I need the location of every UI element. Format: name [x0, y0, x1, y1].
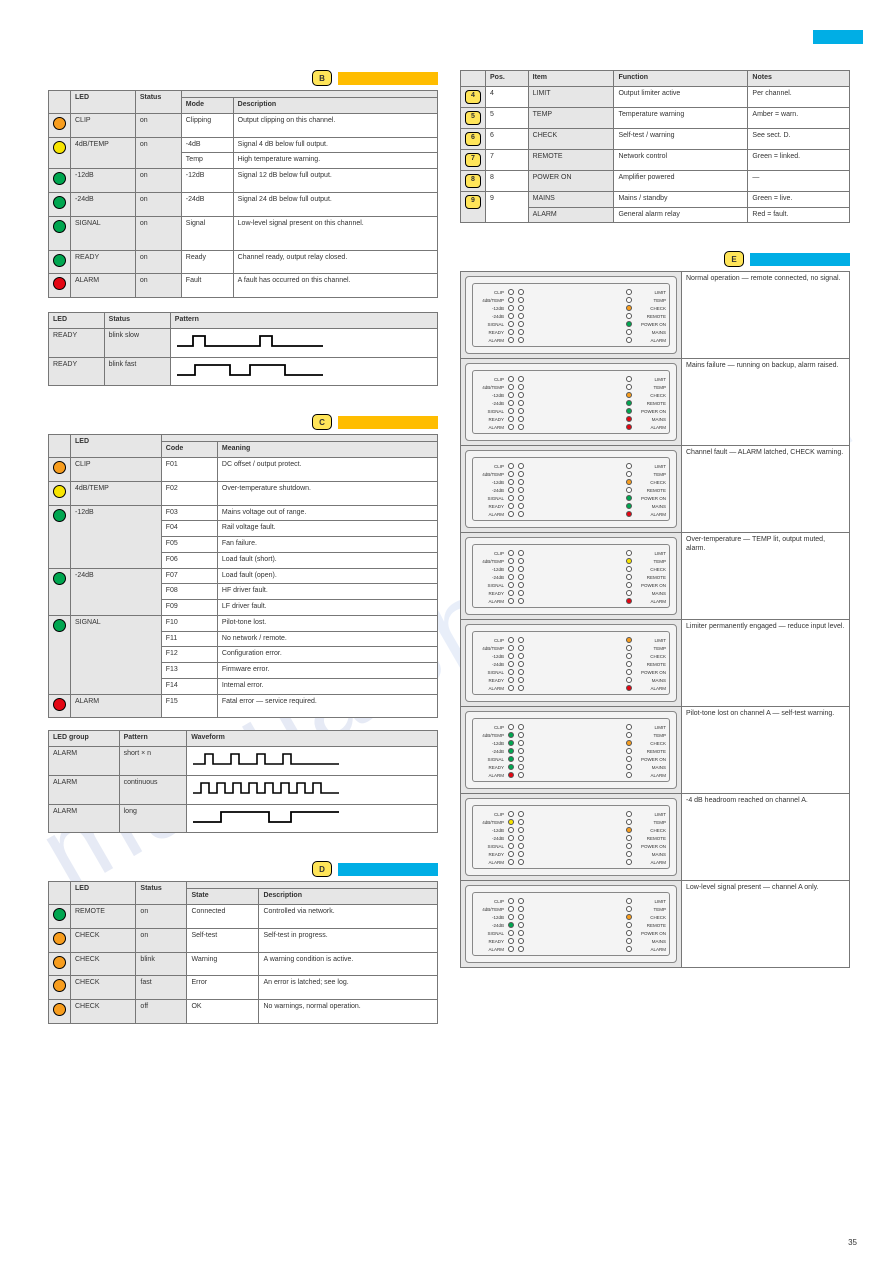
pulse-diagram-icon [175, 332, 325, 350]
badge-b: B [312, 70, 332, 86]
page-tab [813, 30, 863, 44]
panel-desc: Over-temperature — TEMP lit, output mute… [682, 533, 850, 620]
pulse-diagram-icon [191, 808, 341, 826]
section-b-table: LED Status Mode Description CLIP on Clip… [48, 90, 438, 298]
section-b: B LED Status Mode Description CLIP on Cl… [48, 70, 438, 386]
pulse-diagram-icon [175, 361, 325, 379]
led-dot [53, 117, 66, 130]
section-d-title-bar [338, 863, 438, 876]
section-d: D LED Status StateDescription REMOTEonCo… [48, 861, 438, 1024]
panel-desc: Channel fault — ALARM latched, CHECK war… [682, 446, 850, 533]
section-b-pulse-table: LEDStatusPattern READY blink slow READY … [48, 312, 438, 386]
badge-d: D [312, 861, 332, 877]
amp-display-panel: CLIP4dB/TEMP-12dB-24dBSIGNALREADYALARMLI… [465, 363, 677, 441]
section-c-table: LED CodeMeaning CLIPF01DC offset / outpu… [48, 434, 438, 718]
section-c: C LED CodeMeaning CLIPF01DC offset / out… [48, 414, 438, 833]
amp-display-panel: CLIP4dB/TEMP-12dB-24dBSIGNALREADYALARMLI… [465, 537, 677, 615]
section-e-title-bar [750, 253, 850, 266]
badge-e: E [724, 251, 744, 267]
panel-desc: -4 dB headroom reached on channel A. [682, 794, 850, 881]
key-table: Pos.ItemFunctionNotes 44LIMITOutput limi… [460, 70, 850, 223]
pulse-diagram-icon [191, 750, 341, 768]
panel-desc: Normal operation — remote connected, no … [682, 272, 850, 359]
amp-display-panel: CLIP4dB/TEMP-12dB-24dBSIGNALREADYALARMLI… [465, 798, 677, 876]
panel-desc: Low-level signal present — channel A onl… [682, 881, 850, 968]
section-key: Pos.ItemFunctionNotes 44LIMITOutput limi… [460, 70, 850, 223]
panel-desc: Pilot-tone lost on channel A — self-test… [682, 707, 850, 794]
badge-c: C [312, 414, 332, 430]
led-dot [53, 141, 66, 154]
panel-desc: Mains failure — running on backup, alarm… [682, 359, 850, 446]
section-b-title-bar [338, 72, 438, 85]
section-c-pulse-table: LED groupPatternWaveform ALARMshort × n … [48, 730, 438, 833]
section-d-table: LED Status StateDescription REMOTEonConn… [48, 881, 438, 1024]
panel-desc: Limiter permanently engaged — reduce inp… [682, 620, 850, 707]
amp-display-panel: CLIP4dB/TEMP-12dB-24dBSIGNALREADYALARMLI… [465, 885, 677, 963]
amp-display-panel: CLIP4dB/TEMP-12dB-24dBSIGNALREADYALARMLI… [465, 711, 677, 789]
section-c-title-bar [338, 416, 438, 429]
pulse-diagram-icon [191, 779, 341, 797]
amp-display-panel: CLIP4dB/TEMP-12dB-24dBSIGNALREADYALARMLI… [465, 624, 677, 702]
key-badge: 4 [465, 90, 481, 104]
amp-display-panel: CLIP4dB/TEMP-12dB-24dBSIGNALREADYALARMLI… [465, 450, 677, 528]
page-number: 35 [848, 1238, 857, 1247]
section-e-table: CLIP4dB/TEMP-12dB-24dBSIGNALREADYALARMLI… [460, 271, 850, 968]
section-e: E CLIP4dB/TEMP-12dB-24dBSIGNALREADYALARM… [460, 251, 850, 968]
amp-display-panel: CLIP4dB/TEMP-12dB-24dBSIGNALREADYALARMLI… [465, 276, 677, 354]
